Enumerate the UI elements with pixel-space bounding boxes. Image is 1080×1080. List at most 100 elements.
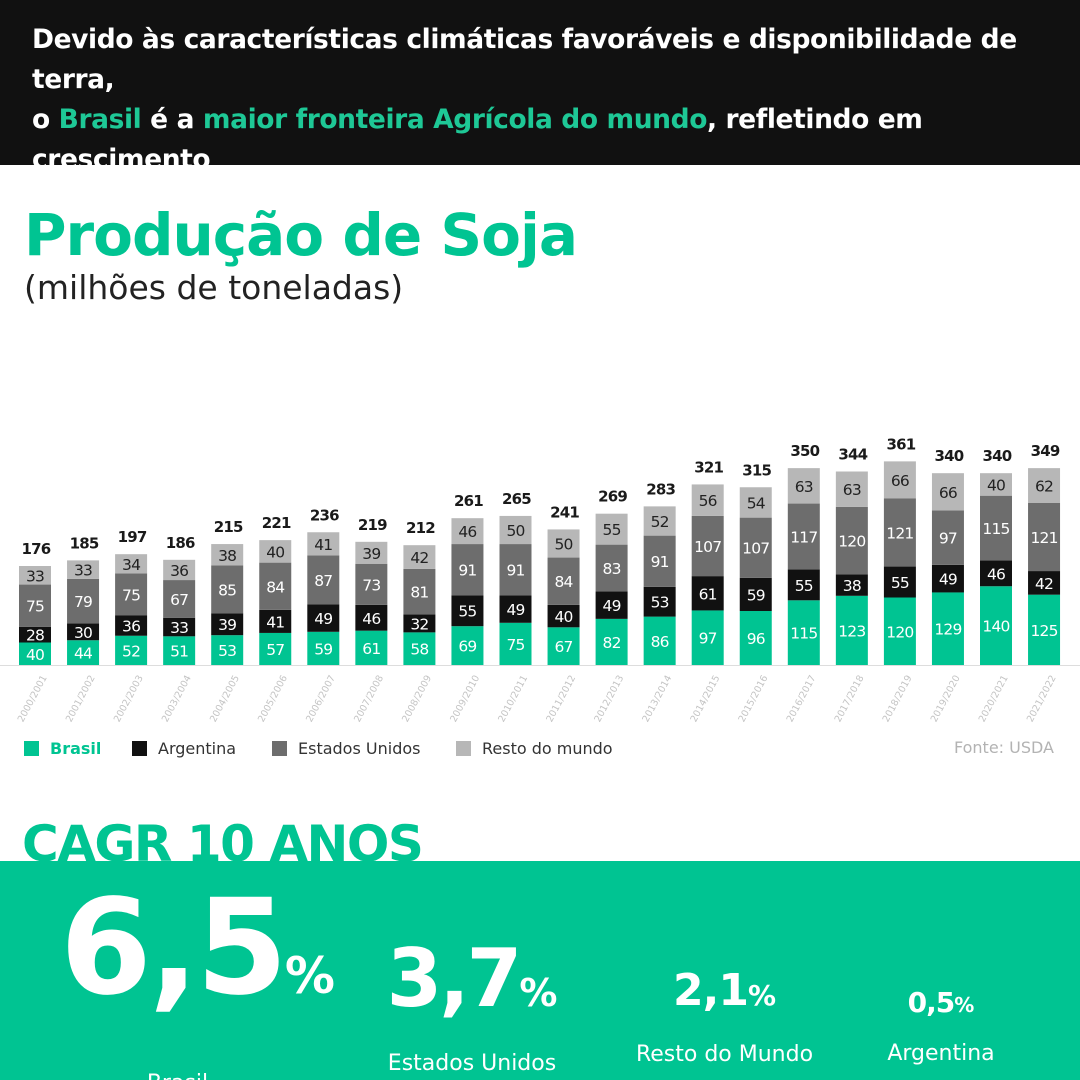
- data-label-estados-unidos: 85: [218, 581, 236, 599]
- data-label-estados-unidos: 84: [554, 573, 572, 591]
- data-label-brasil: 125: [1030, 622, 1057, 640]
- bar-segment-resto-do-mundo: [307, 532, 340, 556]
- x-tick-label: 2007/2008: [352, 673, 386, 724]
- header-line-2: o Brasil é a maior fronteira Agrícola do…: [32, 100, 1052, 180]
- x-tick-label: 2002/2003: [112, 673, 146, 724]
- legend-item-resto-do-mundo: Resto do mundo: [456, 736, 613, 760]
- bar-segment-brasil: [1028, 594, 1061, 665]
- data-label-resto-do-mundo: 34: [122, 556, 140, 574]
- data-label-brasil: 82: [603, 634, 621, 652]
- bar-segment-brasil: [547, 627, 580, 665]
- data-label-brasil: 44: [74, 645, 92, 663]
- header-highlight-frontier: maior fronteira Agrícola do mundo: [202, 104, 708, 135]
- bar-segment-resto-do-mundo: [691, 484, 724, 516]
- bar-segment-estados-unidos: [355, 563, 388, 605]
- bar-segment-estados-unidos: [931, 510, 964, 565]
- bar-segment-resto-do-mundo: [787, 468, 820, 504]
- data-label-resto-do-mundo: 66: [891, 472, 909, 490]
- data-label-brasil: 52: [122, 642, 140, 660]
- bar-segment-estados-unidos: [643, 535, 676, 587]
- data-label-resto-do-mundo: 36: [170, 562, 188, 580]
- bar-segment-resto-do-mundo: [931, 473, 964, 511]
- bar-segment-brasil: [355, 630, 388, 665]
- data-label-argentina: 36: [122, 618, 140, 636]
- total-label: 236: [310, 506, 339, 524]
- legend-item-estados-unidos: Estados Unidos: [272, 736, 420, 760]
- cagr-stat-estados-unidos: 3,7% Estados Unidos: [372, 933, 572, 1079]
- bar-segment-resto-do-mundo: [835, 471, 868, 507]
- bar-segment-argentina: [739, 577, 772, 611]
- x-tick-label: 2005/2006: [256, 673, 290, 724]
- bar-segment-brasil: [980, 586, 1012, 665]
- data-label-brasil: 115: [790, 625, 817, 643]
- bar-segment-estados-unidos: [259, 562, 292, 610]
- x-tick-label: 2021/2022: [1025, 673, 1059, 724]
- cagr-band: 6,5% Brasil 3,7% Estados Unidos 2,1% Res…: [0, 861, 1080, 1080]
- bar-segment-resto-do-mundo: [595, 513, 628, 545]
- data-label-resto-do-mundo: 50: [554, 536, 572, 554]
- data-label-argentina: 49: [314, 610, 332, 628]
- data-label-brasil: 75: [506, 636, 524, 654]
- cagr-number: 2,1: [672, 965, 749, 1016]
- bar-segment-brasil: [307, 631, 340, 665]
- data-label-brasil: 123: [838, 622, 865, 640]
- data-label-resto-do-mundo: 33: [26, 567, 44, 585]
- bar-segment-resto-do-mundo: [499, 515, 532, 545]
- total-label: 197: [118, 528, 147, 546]
- data-label-estados-unidos: 81: [410, 584, 428, 602]
- data-label-argentina: 49: [506, 601, 524, 619]
- bar-segment-resto-do-mundo: [211, 544, 244, 566]
- data-label-estados-unidos: 121: [1030, 529, 1057, 547]
- header-text: o: [32, 104, 59, 135]
- bar-segment-resto-do-mundo: [980, 473, 1012, 496]
- data-label-estados-unidos: 67: [170, 591, 188, 609]
- stacked-bar-chart: 402875331762000/2001443079331852001/2002…: [0, 435, 1080, 724]
- bar-segment-argentina: [451, 595, 484, 627]
- data-label-estados-unidos: 117: [790, 528, 817, 546]
- data-label-resto-do-mundo: 33: [74, 562, 92, 580]
- total-label: 321: [694, 458, 723, 476]
- cagr-label: Argentina: [887, 1041, 995, 1066]
- bar-segment-estados-unidos: [835, 506, 868, 575]
- data-label-resto-do-mundo: 50: [506, 522, 524, 540]
- bar-segment-argentina: [67, 623, 100, 641]
- bar-segment-argentina: [403, 614, 436, 633]
- data-label-argentina: 55: [795, 577, 813, 595]
- cagr-value: 2,1%: [622, 961, 827, 1026]
- data-label-estados-unidos: 75: [122, 586, 140, 604]
- data-label-argentina: 61: [699, 585, 717, 603]
- legend-item-argentina: Argentina: [132, 736, 236, 760]
- data-label-argentina: 38: [843, 577, 861, 595]
- data-label-estados-unidos: 84: [266, 578, 284, 596]
- bar-segment-estados-unidos: [499, 544, 532, 596]
- x-tick-label: 2017/2018: [833, 673, 867, 724]
- bar-segment-estados-unidos: [787, 503, 820, 570]
- bar-segment-argentina: [211, 613, 244, 636]
- bar-segment-argentina: [259, 609, 292, 633]
- data-label-brasil: 58: [410, 641, 428, 659]
- bar-segment-estados-unidos: [451, 544, 484, 596]
- data-label-brasil: 57: [266, 641, 284, 659]
- data-label-argentina: 55: [891, 574, 909, 592]
- bar-segment-argentina: [547, 604, 580, 628]
- bar-segment-brasil: [739, 611, 772, 665]
- x-tick-label: 2013/2014: [640, 673, 674, 724]
- cagr-number: 6,5: [60, 871, 288, 1025]
- legend-swatch-brasil: [24, 740, 39, 756]
- data-label-resto-do-mundo: 39: [362, 545, 380, 563]
- x-tick-label: 2001/2002: [64, 673, 98, 724]
- x-tick-label: 2016/2017: [785, 673, 819, 724]
- bar-segment-estados-unidos: [67, 578, 100, 624]
- data-label-resto-do-mundo: 40: [266, 543, 284, 561]
- bar-segment-resto-do-mundo: [547, 529, 580, 558]
- bar-segment-argentina: [1028, 571, 1061, 595]
- data-label-estados-unidos: 83: [603, 560, 621, 578]
- x-tick-label: 2006/2007: [304, 673, 338, 724]
- data-label-resto-do-mundo: 54: [747, 494, 765, 512]
- bar-segment-estados-unidos: [211, 565, 244, 614]
- x-tick-label: 2014/2015: [689, 673, 723, 724]
- data-label-estados-unidos: 91: [458, 562, 476, 580]
- data-label-brasil: 120: [886, 623, 913, 641]
- bar-segment-estados-unidos: [547, 557, 580, 605]
- bar-segment-estados-unidos: [595, 544, 628, 592]
